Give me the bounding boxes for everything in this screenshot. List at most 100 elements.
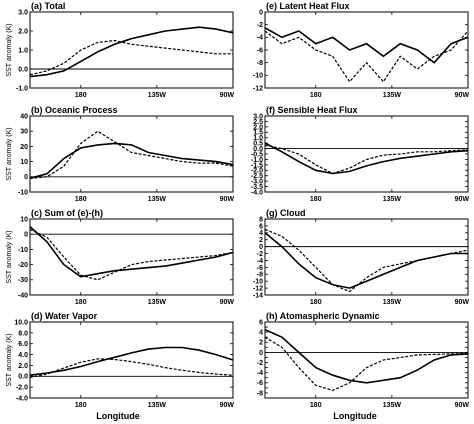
panel-title-d: (d) Water Vapor — [31, 311, 98, 321]
y-tick-label-f: -4.0 — [251, 189, 263, 196]
y-tick-label-a: 2.0 — [18, 28, 28, 35]
y-tick-label-h: 2 — [259, 340, 263, 347]
y-tick-label-h: 0 — [259, 350, 263, 357]
plot-frame-e — [264, 11, 469, 89]
x-tick-label-g: 135W — [383, 299, 402, 306]
x-axis-label-right: Longitude — [333, 411, 377, 421]
x-tick-label-e: 90W — [455, 92, 470, 99]
plot-frame-d — [29, 321, 234, 399]
panel-e: (e) Latent Heat Flux -12 -10 -8 -6 -4 -2 0 180 13… — [253, 1, 470, 99]
x-tick-label-d: 135W — [148, 402, 167, 409]
series-dashed-b — [29, 130, 234, 179]
y-tick-label-e: -4 — [257, 35, 263, 42]
y-tick-label-b: 30 — [20, 129, 28, 136]
x-tick-label-d: 90W — [220, 402, 235, 409]
panels-group: (a) Total -1.0 0.0 1.0 2.0 3.0 180 135W 90W SST a… — [6, 1, 469, 409]
y-tick-label-g: -12 — [253, 285, 263, 292]
x-tick-label-h: 135W — [383, 402, 402, 409]
y-tick-label-g: -4 — [257, 258, 263, 265]
series-dashed-d — [29, 358, 234, 378]
y-tick-label-c: 0 — [24, 232, 28, 239]
y-tick-label-e: -8 — [257, 60, 263, 67]
x-tick-label-d: 180 — [75, 402, 87, 409]
y-tick-label-d: 4.0 — [18, 352, 28, 359]
y-tick-label-h: -8 — [257, 390, 263, 397]
y-tick-label-h: -6 — [257, 380, 263, 387]
y-tick-label-g: -6 — [257, 265, 263, 272]
plot-frame-h — [264, 321, 469, 399]
x-tick-label-a: 135W — [148, 92, 167, 99]
y-tick-label-e: -12 — [253, 85, 263, 92]
y-tick-label-d: 2.0 — [18, 363, 28, 370]
series-solid-b — [29, 142, 234, 180]
y-tick-label-f: 0.5 — [253, 141, 263, 148]
y-tick-label-f: -2.5 — [251, 173, 263, 180]
y-tick-label-h: -4 — [257, 370, 263, 377]
x-tick-label-b: 90W — [220, 196, 235, 203]
x-tick-label-a: 90W — [220, 92, 235, 99]
panel-title-g: (g) Cloud — [266, 208, 306, 218]
y-tick-label-b: 20 — [20, 144, 28, 151]
x-tick-label-c: 135W — [148, 299, 167, 306]
plot-frame-f — [264, 115, 469, 193]
y-tick-label-e: -6 — [257, 47, 263, 54]
panel-f: (f) Sensible Heat Flux -4.0-3.5-3.0-2.5-2… — [251, 105, 469, 203]
plot-frame-a — [29, 11, 234, 89]
series-dashed-g — [264, 228, 469, 293]
panel-title-b: (b) Oceanic Process — [31, 105, 118, 115]
x-tick-label-a: 180 — [75, 92, 87, 99]
x-tick-label-h: 180 — [310, 402, 322, 409]
y-tick-label-e: 0 — [259, 9, 263, 16]
y-tick-label-c: 10 — [20, 216, 28, 223]
panel-b: (b) Oceanic Process -10 0 10 20 30 40 180 135W 90… — [6, 105, 234, 203]
plot-frame-c — [29, 218, 234, 296]
y-tick-label-g: 8 — [259, 216, 263, 223]
panel-a: (a) Total -1.0 0.0 1.0 2.0 3.0 180 135W 90W SST a… — [6, 1, 234, 99]
x-tick-label-h: 90W — [455, 402, 470, 409]
y-tick-label-f: -1.5 — [251, 162, 263, 169]
series-solid-g — [264, 232, 468, 289]
x-tick-label-f: 135W — [383, 196, 402, 203]
panel-title-h: (h) Atomaspheric Dynamic — [266, 311, 380, 321]
series-dashed-e — [264, 30, 469, 83]
x-tick-label-g: 180 — [310, 299, 322, 306]
x-tick-label-f: 180 — [310, 196, 322, 203]
y-tick-label-c: -10 — [18, 247, 28, 254]
y-tick-label-f: -1.0 — [251, 157, 263, 164]
y-tick-label-d: 6.0 — [18, 341, 28, 348]
y-tick-label-b: -10 — [18, 189, 28, 196]
x-axis-label-left: Longitude — [96, 411, 140, 421]
panel-title-a: (a) Total — [31, 1, 65, 11]
series-dashed-f — [264, 144, 469, 175]
y-tick-label-f: -3.0 — [251, 179, 263, 186]
y-tick-label-a: 3.0 — [18, 9, 28, 16]
y-tick-label-f: 1.0 — [253, 135, 263, 142]
y-tick-label-g: 2 — [259, 237, 263, 244]
y-axis-label-a: SST anomaly (K) — [6, 23, 13, 76]
panel-h: (h) Atomaspheric Dynamic -8 -6 -4 -2 0 2 4 6 180 1… — [257, 311, 470, 409]
y-tick-label-e: -10 — [253, 73, 263, 80]
y-tick-label-d: 0.0 — [18, 374, 28, 381]
y-tick-label-f: 2.5 — [253, 119, 263, 126]
x-tick-label-c: 90W — [220, 299, 235, 306]
y-tick-label-g: 6 — [259, 223, 263, 230]
y-axis-label-c: SST anomaly (K) — [6, 230, 13, 283]
y-axis-label-d: SST anomaly (K) — [6, 333, 13, 386]
series-dashed-c — [29, 229, 234, 281]
y-tick-label-b: 0 — [24, 174, 28, 181]
y-tick-label-c: -20 — [18, 262, 28, 269]
y-tick-label-h: 4 — [259, 330, 263, 337]
y-tick-label-b: 10 — [20, 159, 28, 166]
x-tick-label-f: 90W — [455, 196, 470, 203]
y-axis-label-b: SST anomaly (K) — [6, 127, 13, 180]
y-tick-label-g: 0 — [259, 244, 263, 251]
panel-title-e: (e) Latent Heat Flux — [266, 1, 350, 11]
y-tick-label-h: -2 — [257, 360, 263, 367]
series-solid-h — [264, 328, 469, 384]
y-tick-label-f: 3.0 — [253, 113, 263, 120]
y-tick-label-d: 10.0 — [14, 319, 28, 326]
panel-title-c: (c) Sum of (e)-(h) — [31, 208, 103, 218]
y-tick-label-f: -3.5 — [251, 184, 263, 191]
y-tick-label-a: 0.0 — [18, 66, 28, 73]
